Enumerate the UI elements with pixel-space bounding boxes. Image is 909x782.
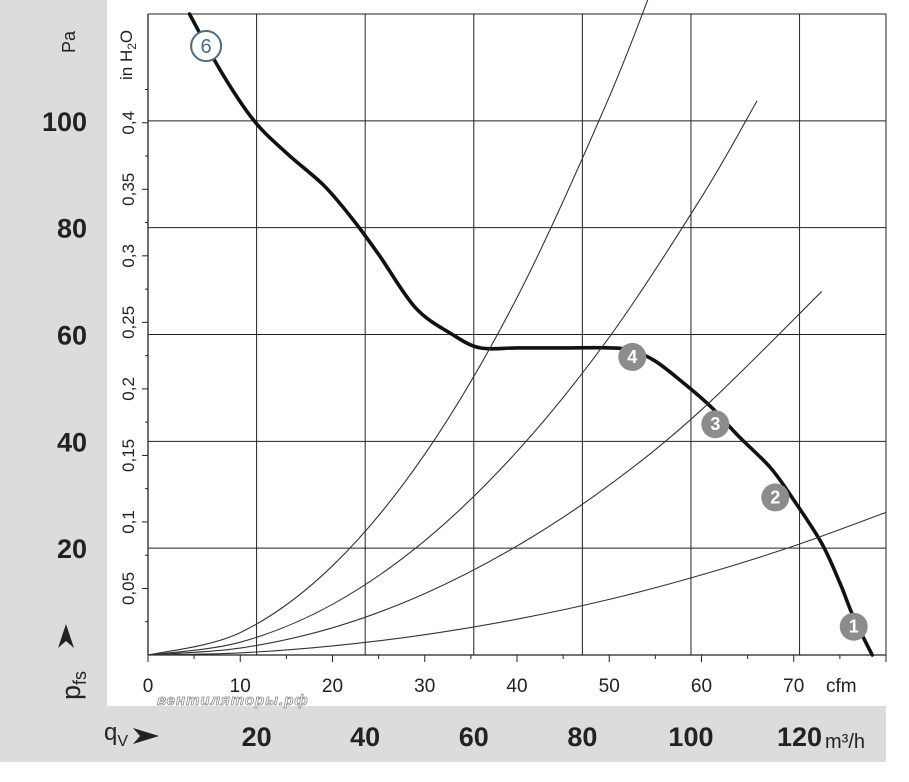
y-unit-pa: Pa (59, 30, 79, 53)
curve-marker-label: 2 (770, 487, 780, 507)
y-tick-label-pa: 60 (57, 321, 87, 351)
y-tick-label-inh2o: 0,25 (119, 306, 138, 339)
curve-marker-circle (839, 612, 868, 641)
tick-labels: 0 10 20 30 40 50 60 70 20 40 60 80 100 120 20 40 60 80 100… (42, 89, 887, 752)
y-axis-arrow-icon (58, 624, 74, 648)
x-tick-label-cfm: 20 (322, 676, 343, 697)
y-tick-label-pa: 40 (57, 427, 87, 457)
x-unit-m3h: m³/h (825, 731, 865, 753)
y-tick-label-inh2o: 0,15 (119, 439, 138, 472)
x-tick-label-cfm: 50 (599, 676, 620, 697)
y-tick-label-pa: 80 (57, 214, 87, 244)
y-tick-label-pa: 100 (42, 107, 87, 137)
x-tick-label-m3h: 60 (459, 722, 489, 752)
curve-marker-circle (701, 410, 730, 439)
x-axis-arrow-icon (133, 728, 159, 744)
left-axis-panel (0, 0, 107, 762)
curve-marker-label: 3 (710, 414, 720, 434)
system-curve-4 (147, 0, 649, 656)
series-lines (147, 0, 887, 657)
fan-curve-6 (187, 12, 874, 657)
curve-markers: 6 4 3 2 1 (190, 30, 868, 641)
y-tick-label-inh2o: 0,05 (119, 572, 138, 605)
system-curve-3 (147, 100, 758, 656)
x-tick-label-cfm: 30 (414, 676, 435, 697)
y-tick-label-inh2o: 0,35 (119, 173, 138, 206)
bottom-axis-panel (107, 706, 886, 762)
curve-marker-6: 6 (190, 30, 223, 63)
x-tick-label-cfm: 40 (506, 676, 527, 697)
watermark: вентиляторы.рф (157, 692, 309, 709)
y-unit-inh2o: in H2O (117, 30, 139, 80)
grid-lines (147, 13, 887, 656)
x-tick-label-m3h: 40 (350, 722, 380, 752)
curve-marker-circle (190, 30, 223, 63)
y-tick-label-pa: 20 (57, 534, 87, 564)
curve-marker-4: 4 (618, 342, 647, 371)
curve-marker-3: 3 (701, 410, 730, 439)
y-tick-label-inh2o: 0,3 (119, 244, 138, 268)
curve-marker-1: 1 (839, 612, 868, 641)
x-tick-label-m3h: 120 (777, 722, 822, 752)
curve-marker-circle (618, 342, 647, 371)
y-tick-label-inh2o: 0,1 (119, 510, 138, 534)
y-symbol-label: pfs (56, 671, 90, 700)
curve-marker-label: 4 (627, 347, 637, 367)
x-tick-label-m3h: 80 (567, 722, 597, 752)
curve-marker-label: 6 (201, 36, 212, 58)
x-tick-label-cfm: 10 (230, 676, 251, 697)
curve-marker-2: 2 (761, 483, 790, 512)
x-tick-label-m3h: 100 (668, 722, 713, 752)
x-unit-cfm: cfm (826, 676, 857, 697)
x-tick-label-cfm: 60 (691, 676, 712, 697)
y-tick-label-inh2o: 0,2 (119, 377, 138, 401)
x-tick-label-cfm: 70 (783, 676, 804, 697)
system-curve-1 (147, 511, 887, 656)
x-symbol-label: qV (104, 719, 128, 750)
y-tick-label-inh2o: 0,4 (119, 111, 138, 135)
x-tick-label-m3h: 20 (242, 722, 272, 752)
system-curve-2 (147, 291, 822, 656)
curve-marker-circle (761, 483, 790, 512)
curve-marker-label: 1 (849, 617, 859, 637)
x-tick-label-cfm: 0 (143, 676, 154, 697)
